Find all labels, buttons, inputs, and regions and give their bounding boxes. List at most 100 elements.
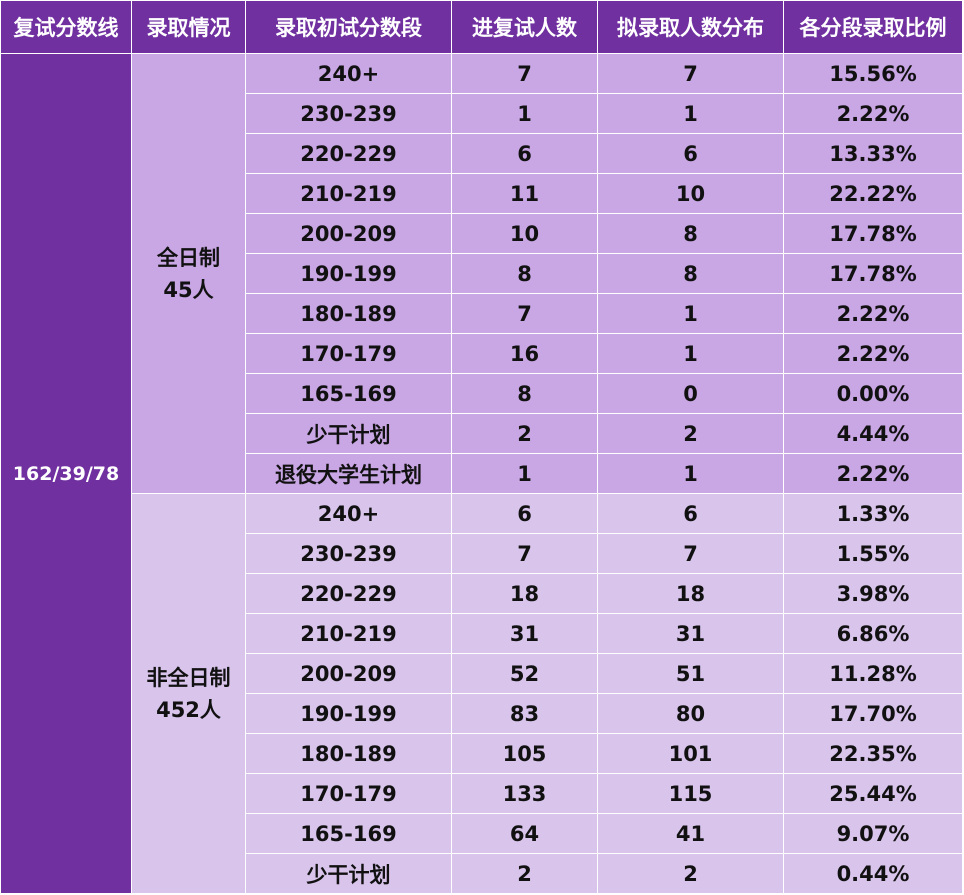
admission-ratio-cell: 17.78% [783,253,963,294]
header-planned-admission: 拟录取人数分布 [597,0,784,54]
admitted-count-cell: 7 [597,53,784,94]
admission-ratio-cell: 0.00% [783,373,963,414]
score-line-cell: 162/39/78 [0,53,132,894]
score-range-cell: 退役大学生计划 [245,453,452,494]
retest-count-cell: 8 [451,253,598,294]
retest-count-cell: 16 [451,333,598,374]
admission-ratio-cell: 13.33% [783,133,963,174]
retest-count-cell: 83 [451,693,598,734]
header-admission-ratio: 各分段录取比例 [783,0,963,54]
admitted-count-cell: 1 [597,333,784,374]
admission-ratio-cell: 25.44% [783,773,963,814]
admission-ratio-cell: 6.86% [783,613,963,654]
score-range-cell: 190-199 [245,253,452,294]
table-row: 200-209 10 8 17.78% [1,213,963,254]
score-range-cell: 200-209 [245,653,452,694]
table-row: 少干计划 2 2 4.44% [1,413,963,454]
score-range-cell: 220-229 [245,133,452,174]
admission-ratio-cell: 17.78% [783,213,963,254]
score-range-cell: 170-179 [245,333,452,374]
admission-ratio-cell: 2.22% [783,93,963,134]
score-range-cell: 200-209 [245,213,452,254]
table-row: 190-199 8 8 17.78% [1,253,963,294]
admitted-count-cell: 80 [597,693,784,734]
retest-count-cell: 1 [451,93,598,134]
score-range-cell: 210-219 [245,173,452,214]
admitted-count-cell: 6 [597,133,784,174]
admission-ratio-cell: 1.33% [783,493,963,534]
header-retest-count: 进复试人数 [451,0,598,54]
admitted-count-cell: 51 [597,653,784,694]
header-admission-status: 录取情况 [131,0,246,54]
score-range-cell: 230-239 [245,533,452,574]
group-label-cell: 非全日制 452人 [131,493,246,894]
admission-ratio-cell: 9.07% [783,813,963,854]
admitted-count-cell: 7 [597,533,784,574]
admission-ratio-cell: 4.44% [783,413,963,454]
admission-ratio-cell: 22.22% [783,173,963,214]
score-range-cell: 230-239 [245,93,452,134]
score-range-cell: 少干计划 [245,853,452,894]
admission-ratio-cell: 1.55% [783,533,963,574]
admission-ratio-cell: 2.22% [783,293,963,334]
retest-count-cell: 11 [451,173,598,214]
header-score-line: 复试分数线 [0,0,132,54]
admitted-count-cell: 1 [597,293,784,334]
table-row: 210-219 11 10 22.22% [1,173,963,214]
retest-count-cell: 7 [451,533,598,574]
admitted-count-cell: 1 [597,453,784,494]
admission-ratio-cell: 17.70% [783,693,963,734]
admitted-count-cell: 115 [597,773,784,814]
score-range-cell: 165-169 [245,813,452,854]
admitted-count-cell: 6 [597,493,784,534]
table-row: 170-179 16 1 2.22% [1,333,963,374]
retest-count-cell: 10 [451,213,598,254]
admitted-count-cell: 2 [597,853,784,894]
group-label-cell: 全日制 45人 [131,53,246,494]
admission-ratio-cell: 22.35% [783,733,963,774]
retest-count-cell: 18 [451,573,598,614]
table-row: 少干计划 2 2 0.44% [1,853,963,894]
group-name: 非全日制 [146,665,231,690]
retest-count-cell: 105 [451,733,598,774]
retest-count-cell: 133 [451,773,598,814]
retest-count-cell: 31 [451,613,598,654]
table-row: 230-239 1 1 2.22% [1,93,963,134]
score-range-cell: 240+ [245,493,452,534]
admitted-count-cell: 0 [597,373,784,414]
admitted-count-cell: 2 [597,413,784,454]
score-range-cell: 180-189 [245,293,452,334]
table-row: 非全日制 452人 240+ 6 6 1.33% [1,493,963,894]
retest-count-cell: 64 [451,813,598,854]
score-range-cell: 190-199 [245,693,452,734]
table-row: 230-239 7 7 1.55% [1,533,963,574]
admission-ratio-cell: 0.44% [783,853,963,894]
retest-count-cell: 6 [451,493,598,534]
table-row: 170-179 133 115 25.44% [1,773,963,814]
admission-ratio-cell: 2.22% [783,453,963,494]
score-range-cell: 220-229 [245,573,452,614]
admitted-count-cell: 101 [597,733,784,774]
admitted-count-cell: 8 [597,213,784,254]
table-row: 退役大学生计划 1 1 2.22% [1,453,963,494]
group-name: 全日制 [157,245,220,270]
admitted-count-cell: 31 [597,613,784,654]
header-initial-score-range: 录取初试分数段 [245,0,452,54]
admitted-count-cell: 18 [597,573,784,614]
admitted-count-cell: 8 [597,253,784,294]
admission-ratio-cell: 11.28% [783,653,963,694]
admitted-count-cell: 10 [597,173,784,214]
retest-count-cell: 6 [451,133,598,174]
group-count: 452人 [156,697,221,722]
table-row: 220-229 18 18 3.98% [1,573,963,614]
table-body: 162/39/78 全日制 45人 240+ 7 7 15.56% 230-239 1 1 2.22… [0,53,963,894]
score-range-cell: 210-219 [245,613,452,654]
admission-ratio-cell: 3.98% [783,573,963,614]
table-row: 200-209 52 51 11.28% [1,653,963,694]
retest-count-cell: 2 [451,413,598,454]
retest-count-cell: 1 [451,453,598,494]
admission-ratio-cell: 2.22% [783,333,963,374]
admitted-count-cell: 1 [597,93,784,134]
retest-count-cell: 52 [451,653,598,694]
